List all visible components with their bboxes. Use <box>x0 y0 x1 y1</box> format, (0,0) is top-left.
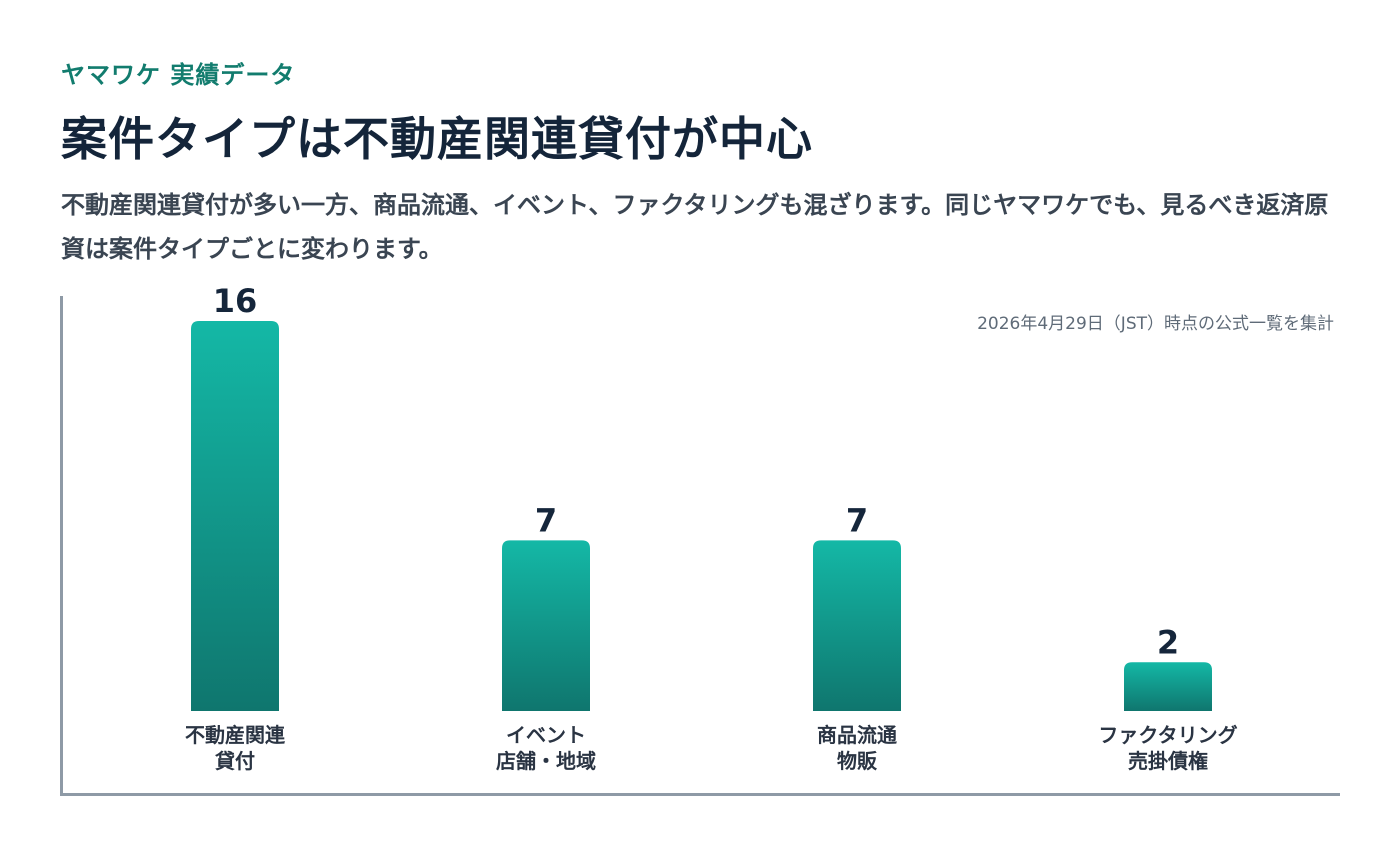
bar-2 <box>502 540 590 711</box>
source-note: 2026年4月29日（JST）時点の公式一覧を集計 <box>977 314 1334 334</box>
chart-frame <box>60 296 1340 796</box>
category-label-4-line-1: ファクタリング <box>1098 723 1237 747</box>
bar-value-label-2: 7 <box>535 501 557 539</box>
chart-subtitle: 不動産関連貸付が多い一方、商品流通、イベント、ファクタリングも混ざります。同じヤ… <box>61 191 1329 263</box>
category-label-1-line-2: 貸付 <box>214 749 255 773</box>
category-label-4-line-2: 売掛債権 <box>1128 749 1208 773</box>
chart-title: 案件タイプは不動産関連貸付が中心 <box>61 112 813 166</box>
bar-1 <box>191 321 279 711</box>
eyebrow-label: ヤマワケ 実績データ <box>61 61 296 89</box>
bar-4 <box>1124 662 1212 711</box>
bar-value-label-3: 7 <box>846 501 868 539</box>
category-label-2-line-1: イベント <box>506 723 586 747</box>
category-label-3-line-2: 物販 <box>837 749 878 773</box>
category-label-2-line-2: 店舗・地域 <box>496 749 596 773</box>
category-label-1-line-1: 不動産関連 <box>185 723 286 747</box>
bar-value-label-1: 16 <box>213 282 258 320</box>
bar-3 <box>813 540 901 711</box>
bar-value-label-4: 2 <box>1157 623 1179 661</box>
category-label-3-line-1: 商品流通 <box>817 723 897 747</box>
